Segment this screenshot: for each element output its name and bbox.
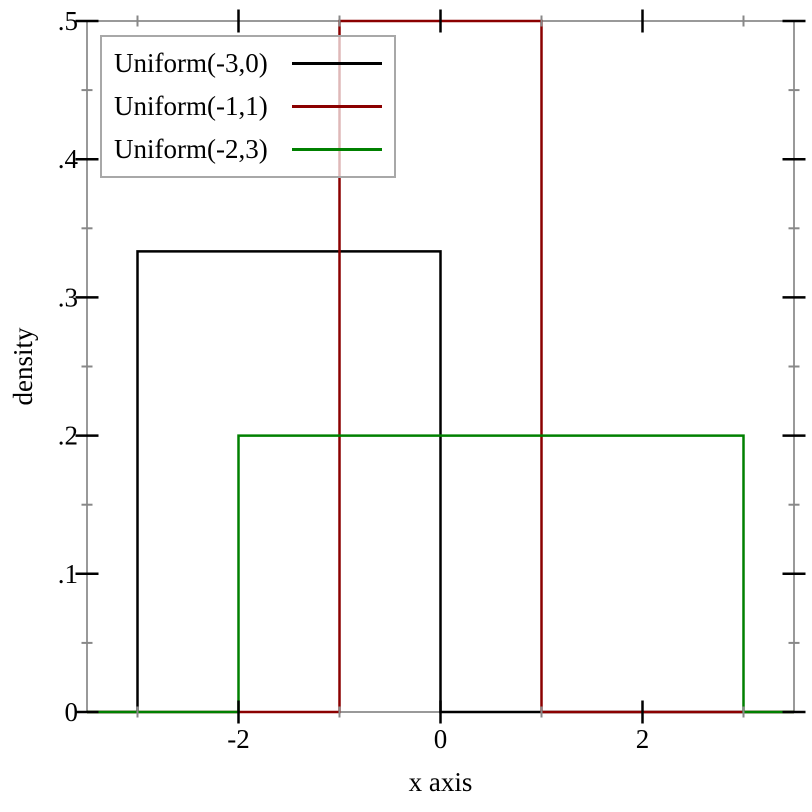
y-tick-label: .2 xyxy=(58,421,78,451)
y-tick-label: .4 xyxy=(58,144,79,174)
legend-item: Uniform(-2,3) xyxy=(114,128,382,171)
series-line-2 xyxy=(87,434,794,714)
y-tick-label: .1 xyxy=(58,559,78,589)
x-tick-label: 0 xyxy=(434,724,448,754)
y-axis-label: density xyxy=(8,327,38,405)
legend-item: Uniform(-3,0) xyxy=(114,42,382,85)
legend-color-line xyxy=(292,105,382,108)
y-tick-label: .5 xyxy=(58,6,78,36)
legend-color-line xyxy=(292,148,382,151)
legend-item-label: Uniform(-3,0) xyxy=(114,48,268,78)
legend-item-label: Uniform(-2,3) xyxy=(114,134,268,164)
x-tick-label: 2 xyxy=(636,724,650,754)
x-axis-label: x axis xyxy=(409,767,473,797)
series-line-0 xyxy=(87,250,794,714)
x-tick-label: -2 xyxy=(227,724,250,754)
legend-color-line xyxy=(292,62,382,65)
y-tick-label: .3 xyxy=(58,282,78,312)
legend: Uniform(-3,0) Uniform(-1,1) Uniform(-2,3… xyxy=(100,35,396,178)
legend-item: Uniform(-1,1) xyxy=(114,85,382,128)
y-tick-label: 0 xyxy=(65,697,79,727)
legend-item-label: Uniform(-1,1) xyxy=(114,91,268,121)
